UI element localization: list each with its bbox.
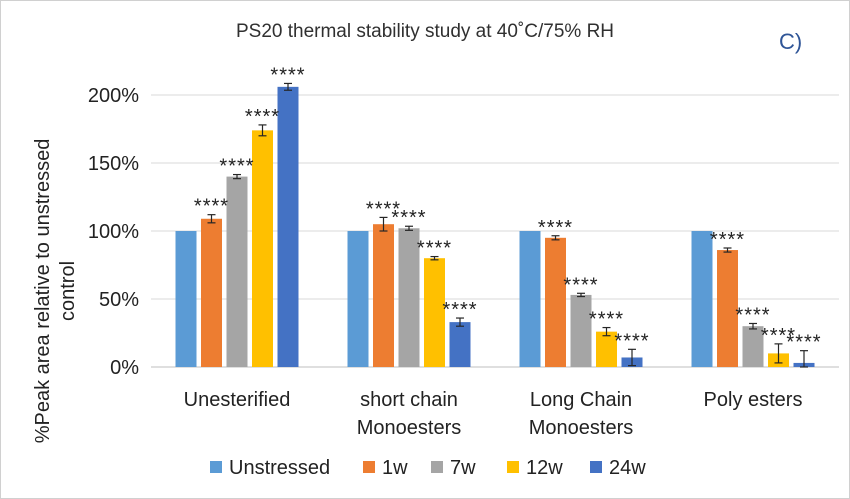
significance-label: **** <box>563 274 598 296</box>
panel-label: C) <box>779 29 802 54</box>
y-axis-label-line-1: %Peak area relative to unstressed <box>32 139 54 444</box>
error-bars <box>207 82 808 368</box>
category-labels: Unesterified short chain Monoesters Long Ch… <box>184 389 803 439</box>
bar <box>201 218 222 367</box>
bar <box>717 250 738 367</box>
y-tick-label: 50% <box>99 289 139 311</box>
significance-labels: ****************************************… <box>194 64 821 354</box>
bar <box>545 237 566 367</box>
chart-title: PS20 thermal stability study at 40˚C/75%… <box>236 21 614 42</box>
bars <box>175 86 815 367</box>
significance-label: **** <box>614 330 649 352</box>
bar <box>596 331 617 367</box>
legend-label: Unstressed <box>229 457 330 479</box>
legend-swatch <box>507 461 519 473</box>
bar <box>252 130 273 367</box>
legend-label: 12w <box>526 457 563 479</box>
bar <box>519 231 541 367</box>
significance-label: **** <box>219 156 254 178</box>
category-label: Poly esters <box>704 389 803 411</box>
legend-swatch <box>363 461 375 473</box>
bar <box>449 322 471 367</box>
significance-label: **** <box>417 238 452 260</box>
legend: Unstressed 1w 7w 12w 24w <box>210 457 646 479</box>
y-tick-label: 0% <box>110 357 139 379</box>
legend-label: 1w <box>382 457 408 479</box>
legend-label: 24w <box>609 457 646 479</box>
y-tick-labels: 0% 50% 100% 150% 200% <box>88 85 139 379</box>
significance-label: **** <box>786 332 821 354</box>
significance-label: **** <box>391 207 426 229</box>
category-label: Unesterified <box>184 389 291 411</box>
legend-label: 7w <box>450 457 476 479</box>
significance-label: **** <box>194 196 229 218</box>
y-tick-label: 200% <box>88 85 139 107</box>
category-label: Monoesters <box>357 417 462 439</box>
bar <box>742 326 764 367</box>
y-tick-label: 150% <box>88 153 139 175</box>
significance-label: **** <box>442 299 477 321</box>
significance-label: **** <box>538 217 573 239</box>
bar <box>398 228 420 367</box>
legend-swatch <box>210 461 222 473</box>
legend-swatch <box>590 461 602 473</box>
y-axis-label: %Peak area relative to unstressed contro… <box>32 139 79 444</box>
y-tick-label: 100% <box>88 221 139 243</box>
bar <box>175 231 197 367</box>
significance-label: **** <box>366 198 401 220</box>
category-label: Long Chain <box>530 389 632 411</box>
bar <box>691 231 713 367</box>
significance-label: **** <box>270 64 305 86</box>
significance-label: **** <box>710 229 745 251</box>
bar <box>424 258 445 367</box>
significance-label: **** <box>735 304 770 326</box>
significance-label: **** <box>761 325 796 347</box>
category-label: short chain <box>360 389 458 411</box>
bar <box>373 224 394 367</box>
category-label: Monoesters <box>529 417 634 439</box>
bar <box>277 86 299 367</box>
legend-swatch <box>431 461 443 473</box>
y-axis-label-line-2: control <box>57 261 79 321</box>
significance-label: **** <box>589 309 624 331</box>
bar <box>347 231 369 367</box>
bar <box>226 176 248 367</box>
significance-label: **** <box>245 106 280 128</box>
bar <box>570 294 592 367</box>
